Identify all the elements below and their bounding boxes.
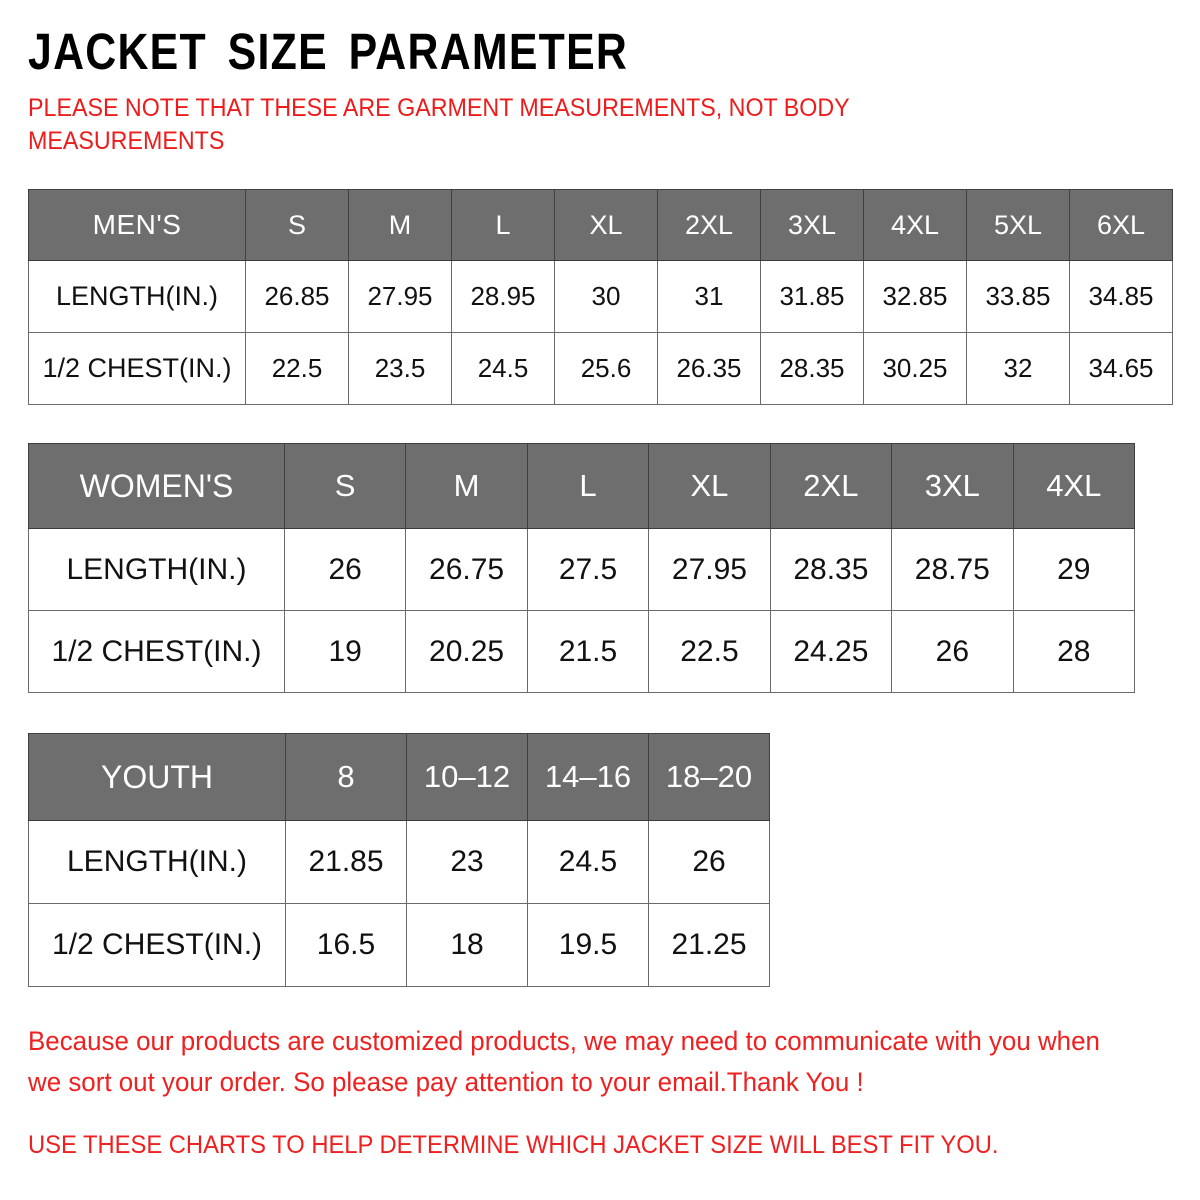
womens-length-3xl: 28.75 — [891, 528, 1014, 612]
youth-length-label: LENGTH(IN.) — [28, 820, 286, 905]
womens-size-header-4xl: 4XL — [1012, 443, 1136, 530]
womens-size-header-m: M — [405, 443, 528, 530]
mens-chest-l: 24.5 — [451, 332, 555, 406]
youth-chest-14-16: 19.5 — [527, 903, 649, 988]
youth-length-8: 21.85 — [285, 820, 407, 905]
mens-table-title: MEN'S — [28, 189, 246, 262]
youth-table-title: YOUTH — [28, 733, 286, 822]
customization-note: Because our products are customized prod… — [28, 1026, 1100, 1098]
youth-chest-label: 1/2 CHEST(IN.) — [28, 903, 286, 988]
mens-size-header-s: S — [245, 189, 349, 262]
mens-length-s: 26.85 — [245, 260, 349, 334]
mens-length-3xl: 31.85 — [760, 260, 864, 334]
mens-length-label: LENGTH(IN.) — [28, 260, 246, 334]
womens-size-header-3xl: 3XL — [891, 443, 1014, 530]
womens-length-m: 26.75 — [405, 528, 528, 612]
womens-length-2xl: 28.35 — [769, 528, 893, 612]
womens-size-header-s: S — [283, 443, 407, 530]
page-title: JACKET SIZE PARAMETER — [28, 23, 629, 80]
table-row: LENGTH(IN.) 21.85 23 24.5 26 — [28, 820, 770, 905]
youth-size-header-14-16: 14–16 — [527, 733, 649, 822]
mens-chest-label: 1/2 CHEST(IN.) — [28, 332, 246, 406]
womens-size-header-l: L — [526, 443, 650, 530]
womens-chest-2xl: 24.25 — [769, 610, 893, 694]
youth-table-head: YOUTH 8 10–12 14–16 18–20 — [28, 733, 770, 822]
womens-length-l: 27.5 — [526, 528, 650, 612]
garment-measurement-disclaimer: PLEASE NOTE THAT THESE ARE GARMENT MEASU… — [28, 94, 850, 155]
youth-length-10-12: 23 — [406, 820, 528, 905]
womens-length-4xl: 29 — [1012, 528, 1136, 612]
womens-table-title: WOMEN'S — [28, 443, 285, 530]
womens-table-body: LENGTH(IN.) 26 26.75 27.5 27.95 28.35 28… — [28, 528, 1136, 694]
mens-chest-m: 23.5 — [348, 332, 452, 406]
mens-size-header-5xl: 5XL — [966, 189, 1070, 262]
mens-size-header-6xl: 6XL — [1069, 189, 1173, 262]
womens-chest-s: 19 — [283, 610, 407, 694]
womens-chest-l: 21.5 — [526, 610, 650, 694]
mens-size-header-l: L — [451, 189, 555, 262]
womens-table-head: WOMEN'S S M L XL 2XL 3XL 4XL — [28, 443, 1136, 530]
youth-size-header-10-12: 10–12 — [406, 733, 528, 822]
mens-chest-5xl: 32 — [966, 332, 1070, 406]
table-row: 1/2 CHEST(IN.) 16.5 18 19.5 21.25 — [28, 903, 770, 988]
footer-notes: Because our products are customized prod… — [28, 987, 1172, 1162]
youth-chest-8: 16.5 — [285, 903, 407, 988]
youth-size-header-18-20: 18–20 — [648, 733, 770, 822]
womens-length-xl: 27.95 — [648, 528, 771, 612]
table-row: LENGTH(IN.) 26.85 27.95 28.95 30 31 31.8… — [28, 260, 1173, 334]
womens-length-s: 26 — [283, 528, 407, 612]
womens-size-header-2xl: 2XL — [769, 443, 893, 530]
mens-size-header-2xl: 2XL — [657, 189, 761, 262]
womens-chest-label: 1/2 CHEST(IN.) — [28, 610, 285, 694]
table-row: 1/2 CHEST(IN.) 19 20.25 21.5 22.5 24.25 … — [28, 610, 1136, 694]
youth-chest-18-20: 21.25 — [648, 903, 770, 988]
youth-size-header-8: 8 — [285, 733, 407, 822]
table-row: 1/2 CHEST(IN.) 22.5 23.5 24.5 25.6 26.35… — [28, 332, 1173, 406]
mens-size-header-4xl: 4XL — [863, 189, 967, 262]
womens-chest-4xl: 28 — [1012, 610, 1136, 694]
table-row: LENGTH(IN.) 26 26.75 27.5 27.95 28.35 28… — [28, 528, 1136, 612]
mens-size-table: MEN'S S M L XL 2XL 3XL 4XL 5XL 6XL LENGT… — [28, 189, 1173, 406]
womens-header-row: WOMEN'S S M L XL 2XL 3XL 4XL — [28, 443, 1136, 530]
youth-chest-10-12: 18 — [406, 903, 528, 988]
mens-length-2xl: 31 — [657, 260, 761, 334]
mens-size-header-3xl: 3XL — [760, 189, 864, 262]
mens-length-6xl: 34.85 — [1069, 260, 1173, 334]
youth-header-row: YOUTH 8 10–12 14–16 18–20 — [28, 733, 770, 822]
mens-chest-6xl: 34.65 — [1069, 332, 1173, 406]
mens-chest-s: 22.5 — [245, 332, 349, 406]
mens-chest-4xl: 30.25 — [863, 332, 967, 406]
womens-length-label: LENGTH(IN.) — [28, 528, 285, 612]
womens-size-table: WOMEN'S S M L XL 2XL 3XL 4XL LENGTH(IN.)… — [28, 443, 1136, 694]
mens-table-body: LENGTH(IN.) 26.85 27.95 28.95 30 31 31.8… — [28, 260, 1173, 406]
womens-chest-xl: 22.5 — [648, 610, 771, 694]
chart-usage-note: USE THESE CHARTS TO HELP DETERMINE WHICH… — [28, 1131, 999, 1160]
youth-size-table: YOUTH 8 10–12 14–16 18–20 LENGTH(IN.) 21… — [28, 733, 770, 988]
youth-length-18-20: 26 — [648, 820, 770, 905]
mens-chest-xl: 25.6 — [554, 332, 658, 406]
mens-length-l: 28.95 — [451, 260, 555, 334]
womens-chest-m: 20.25 — [405, 610, 528, 694]
womens-size-header-xl: XL — [648, 443, 771, 530]
mens-length-xl: 30 — [554, 260, 658, 334]
mens-size-header-m: M — [348, 189, 452, 262]
mens-length-m: 27.95 — [348, 260, 452, 334]
mens-chest-3xl: 28.35 — [760, 332, 864, 406]
youth-length-14-16: 24.5 — [527, 820, 649, 905]
mens-chest-2xl: 26.35 — [657, 332, 761, 406]
womens-chest-3xl: 26 — [891, 610, 1014, 694]
mens-table-head: MEN'S S M L XL 2XL 3XL 4XL 5XL 6XL — [28, 189, 1173, 262]
mens-length-4xl: 32.85 — [863, 260, 967, 334]
mens-header-row: MEN'S S M L XL 2XL 3XL 4XL 5XL 6XL — [28, 189, 1173, 262]
mens-size-header-xl: XL — [554, 189, 658, 262]
youth-table-body: LENGTH(IN.) 21.85 23 24.5 26 1/2 CHEST(I… — [28, 820, 770, 988]
mens-length-5xl: 33.85 — [966, 260, 1070, 334]
